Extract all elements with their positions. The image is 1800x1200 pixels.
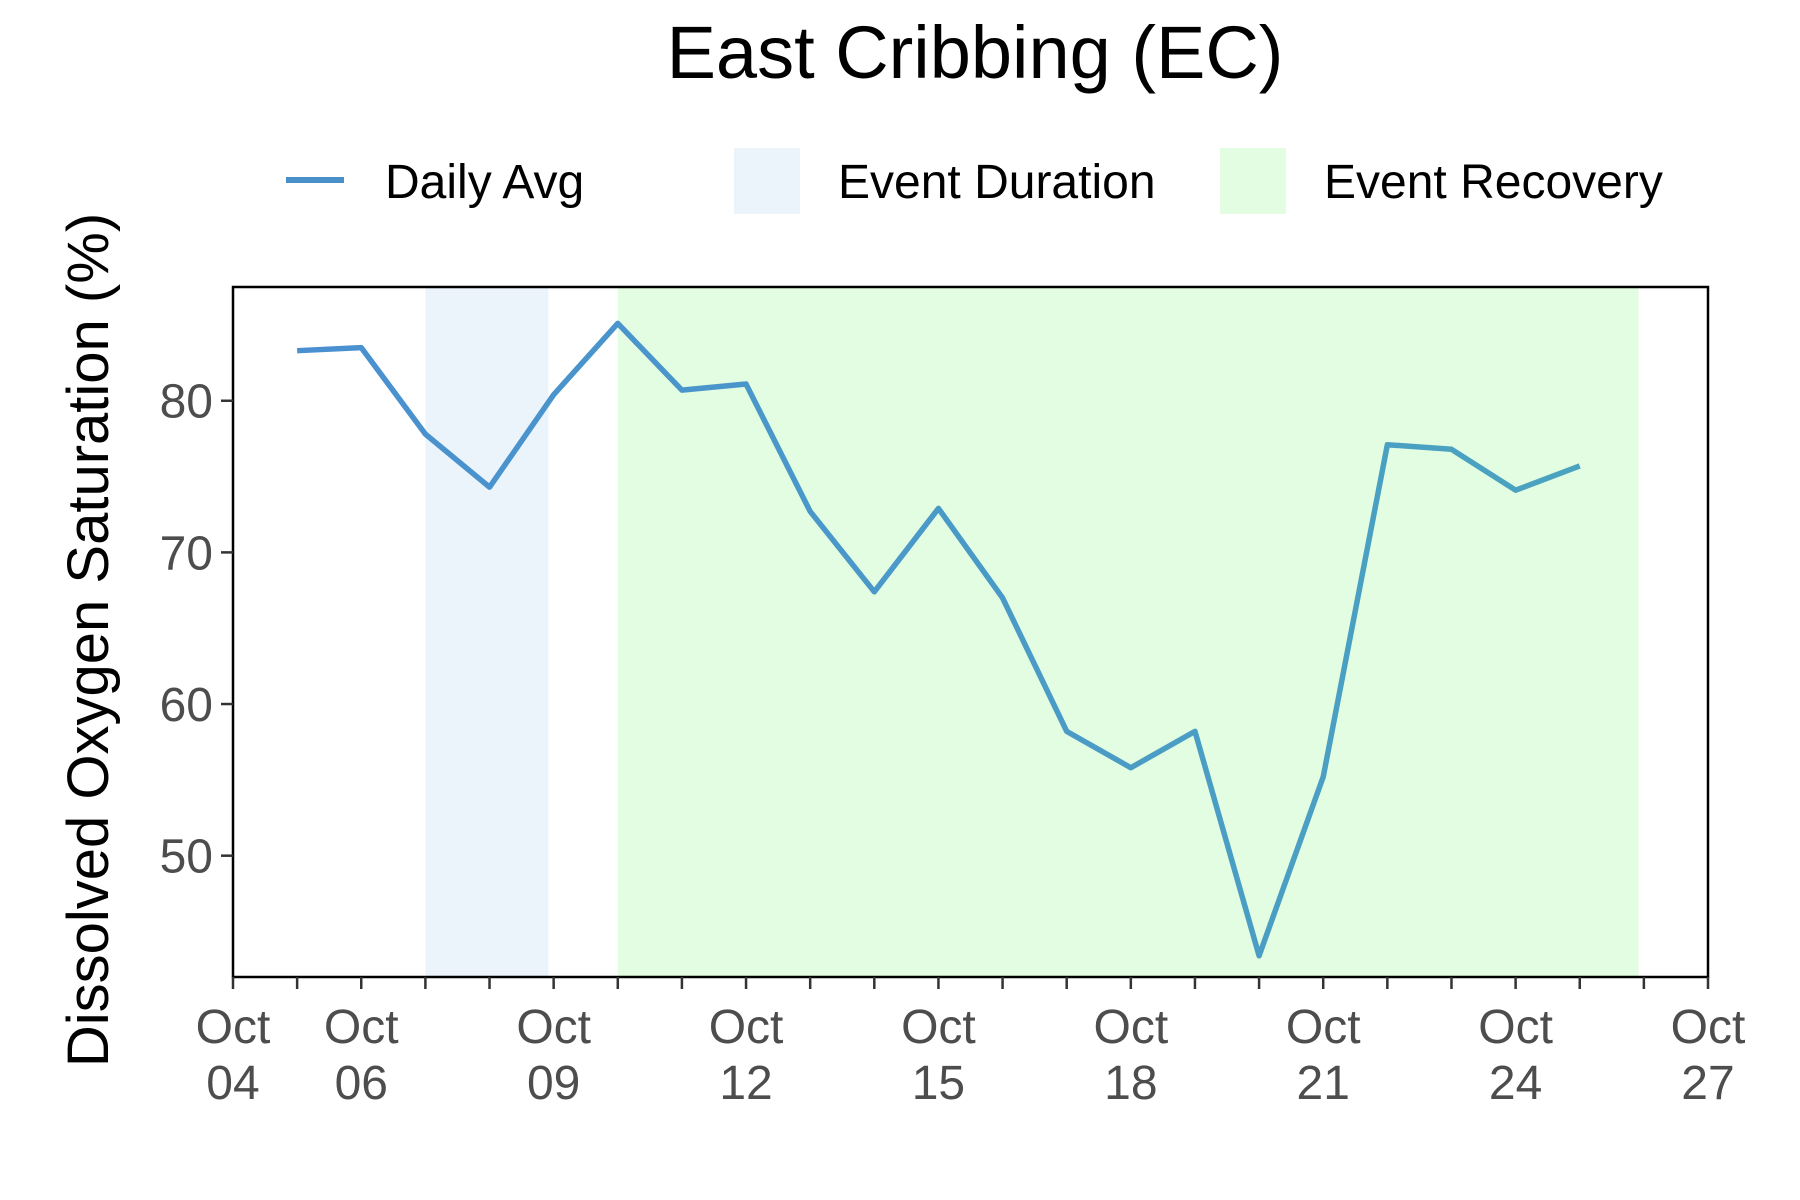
shaded-region-event-duration [425,287,549,977]
x-tick-label: Oct 21 [1286,1001,1361,1110]
x-tick-label: Oct 15 [901,1001,976,1110]
legend-event-recovery-label: Event Recovery [1324,156,1663,209]
y-tick-label: 80 [160,376,213,429]
legend-event-recovery-swatch [1220,148,1286,214]
shaded-region-event-recovery [617,287,1639,977]
chart-title: East Cribbing (EC) [667,11,1284,94]
y-tick-label: 70 [160,527,213,580]
series-line-daily-avg [297,320,1581,959]
series-layer [297,320,1581,959]
x-tick-label: Oct 04 [196,1001,271,1110]
legend: Daily Avg Event Duration Event Recovery [286,148,1663,214]
legend-daily-avg-label: Daily Avg [385,156,584,209]
x-tick-label: Oct 27 [1671,1001,1746,1110]
x-axis: Oct 04 Oct 06 Oct 09 Oct 12 Oct 15 Oct 18 Oct 21 Oct 24… [196,977,1746,1110]
x-tick-label: Oct 06 [324,1001,399,1110]
y-axis: 50 60 70 80 [160,376,233,884]
plot-panel-border [231,285,1710,979]
shaded-regions [425,287,1639,977]
y-axis-title: Dissolved Oxygen Saturation (%) [56,213,121,1067]
x-tick-label: Oct 18 [1093,1001,1168,1110]
x-tick-label: Oct 24 [1478,1001,1553,1110]
x-tick-label: Oct 12 [709,1001,784,1110]
legend-event-duration-label: Event Duration [838,156,1156,209]
y-tick-label: 50 [160,831,213,884]
y-tick-label: 60 [160,679,213,732]
x-tick-label: Oct 09 [516,1001,591,1110]
legend-event-duration-swatch [734,148,800,214]
